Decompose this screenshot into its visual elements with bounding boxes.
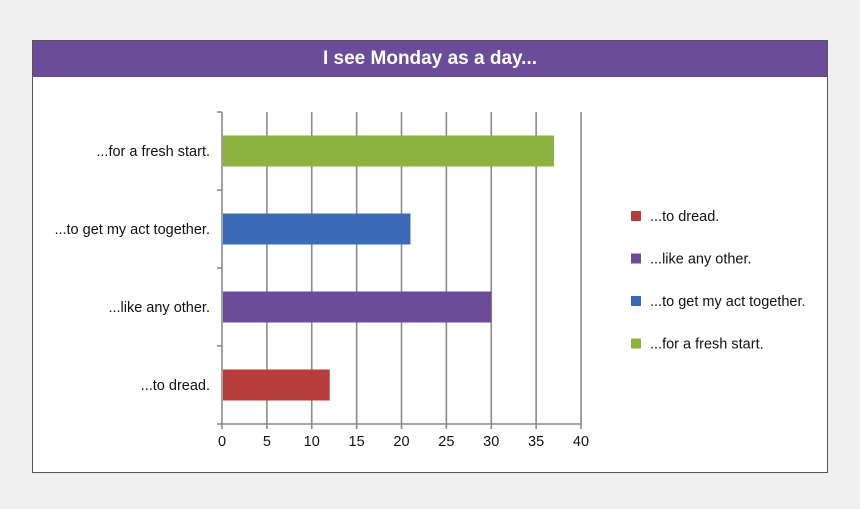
bar (223, 213, 411, 245)
x-tick-label: 40 (573, 434, 589, 450)
legend-entry: ...like any other. (650, 252, 752, 268)
chart-frame: I see Monday as a day... (32, 40, 828, 473)
x-tick-label: 15 (349, 434, 365, 450)
x-tick-label: 0 (218, 434, 226, 450)
bar (223, 369, 330, 401)
legend-entry: ...to dread. (650, 209, 719, 225)
x-tick-label: 10 (304, 434, 320, 450)
x-tick-label: 30 (483, 434, 499, 450)
x-tick-label: 25 (438, 434, 454, 450)
x-tick-label: 5 (263, 434, 271, 450)
legend-entry: ...for a fresh start. (650, 337, 764, 353)
legend-swatch (631, 253, 641, 264)
axes (217, 111, 582, 429)
bars (223, 135, 555, 401)
category-label: ...like any other. (108, 300, 210, 316)
x-tick-label: 35 (528, 434, 544, 450)
category-label: ...to dread. (141, 378, 210, 394)
category-label: ...to get my act together. (54, 222, 210, 238)
x-tick-label: 20 (393, 434, 409, 450)
legend-swatch (631, 296, 641, 306)
legend-swatch (631, 211, 641, 221)
chart-title: I see Monday as a day... (33, 41, 827, 77)
bar (223, 291, 492, 323)
category-labels: ...to dread. ...like any other. ...to get … (54, 144, 210, 394)
x-tick-labels: 0 5 10 15 20 25 30 35 40 (218, 434, 589, 450)
legend-swatch (631, 338, 641, 349)
category-label: ...for a fresh start. (96, 144, 210, 160)
legend: ...to dread. ...like any other. ...to get … (631, 209, 806, 353)
bar (223, 135, 555, 167)
legend-entry: ...to get my act together. (650, 294, 806, 310)
